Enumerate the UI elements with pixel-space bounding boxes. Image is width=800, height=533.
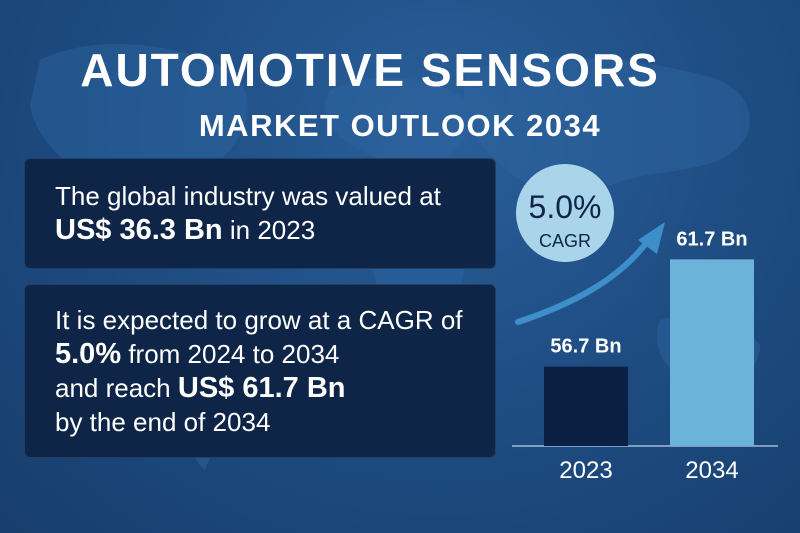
- forecast-target-line: and reach US$ 61.7 Bn: [55, 371, 495, 405]
- cagr-value: 5.0%: [529, 189, 602, 225]
- forecast-panel: It is expected to grow at a CAGR of 5.0%…: [24, 284, 496, 458]
- valuation-amount: US$ 36.3 Bn: [55, 214, 223, 246]
- valuation-intro: The global industry was valued at: [55, 179, 495, 213]
- forecast-end-line: by the end of 2034: [55, 405, 495, 439]
- data-label-2034: 61.7 Bn: [676, 228, 747, 250]
- forecast-period: from 2024 to 2034: [121, 339, 340, 369]
- forecast-intro: It is expected to grow at a CAGR of: [55, 303, 495, 337]
- forecast-cagr: 5.0%: [55, 338, 122, 370]
- cagr-label: CAGR: [539, 231, 591, 251]
- forecast-cagr-line: 5.0% from 2024 to 2034: [55, 337, 495, 371]
- growth-arrow-head-icon: [638, 222, 665, 254]
- bar-2023: [544, 366, 628, 446]
- page-title: AUTOMOTIVE SENSORS: [80, 44, 660, 96]
- valuation-intro-text: The global industry was valued at: [55, 181, 441, 211]
- forecast-end-text: by the end of 2034: [55, 407, 271, 437]
- valuation-panel: The global industry was valued at US$ 36…: [24, 158, 496, 269]
- valuation-year: in 2023: [222, 215, 316, 245]
- x-tick-label-2034: 2034: [685, 457, 738, 484]
- page-subtitle: MARKET OUTLOOK 2034: [198, 108, 602, 143]
- cagr-badge: [516, 164, 614, 262]
- forecast-target-text: and reach: [55, 373, 178, 403]
- forecast-intro-text: It is expected to grow at a CAGR of: [55, 305, 463, 335]
- data-label-2023: 56.7 Bn: [550, 336, 621, 358]
- forecast-target-amount: US$ 61.7 Bn: [177, 372, 346, 404]
- bar-2034: [670, 259, 754, 446]
- valuation-amount-line: US$ 36.3 Bn in 2023: [55, 213, 495, 247]
- growth-arrow-icon: [515, 235, 653, 325]
- x-tick-label-2023: 2023: [559, 457, 612, 484]
